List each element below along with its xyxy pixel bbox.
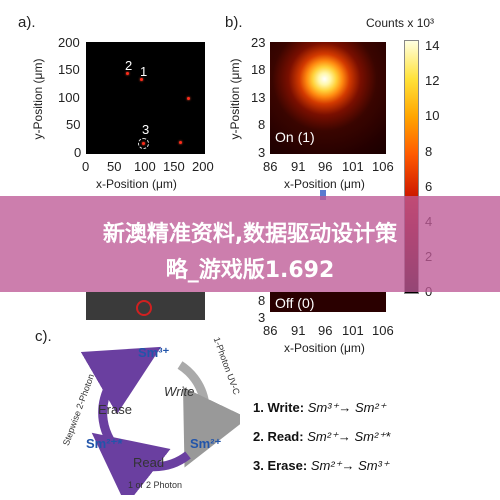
step-erase-equation: Sm²⁺→ Sm³⁺ xyxy=(310,458,389,473)
photon-cycle-diagram xyxy=(80,346,240,495)
emitter-3-circle xyxy=(138,138,149,149)
y-tick-label: 0 xyxy=(74,145,82,160)
step-erase-label: 3. Erase: xyxy=(253,458,308,473)
colorbar-tick: 10 xyxy=(425,108,440,123)
write-label: Write xyxy=(164,384,195,399)
colorbar-tick: 6 xyxy=(425,179,433,194)
colorbar-tick: 12 xyxy=(425,73,440,88)
sm2-excited-label: Sm²⁺* xyxy=(86,436,123,451)
read-label: Read xyxy=(133,455,165,470)
step-write-label: 1. Write: xyxy=(253,400,305,415)
state-off-label: Off (0) xyxy=(275,295,315,311)
emitter-2-dot xyxy=(126,72,129,75)
y-tick-label: 100 xyxy=(58,90,80,105)
emitter-1-dot xyxy=(140,78,143,81)
promo-banner[interactable]: 新澳精准资料,数据驱动设计策 略_游戏版1.692 xyxy=(0,196,500,292)
y-tick-label: 3 xyxy=(258,145,266,160)
y-tick-label: 8 xyxy=(258,117,266,132)
banner-line-2: 略_游戏版1.692 xyxy=(165,258,335,283)
step-write: 1. Write: Sm³⁺→ Sm²⁺ xyxy=(253,400,386,416)
y-axis-label: y-Position (μm) xyxy=(228,58,242,140)
x-tick-label: 200 xyxy=(192,159,214,174)
step-write-equation: Sm³⁺→ Sm²⁺ xyxy=(307,400,386,415)
sm2-right-label: Sm²⁺ xyxy=(190,436,222,451)
marker-circle xyxy=(136,300,152,316)
erase-label: Erase xyxy=(98,402,132,417)
x-axis-label: x-Position (μm) xyxy=(96,177,177,191)
x-tick-label: 91 xyxy=(291,323,306,338)
colorbar-tick: 14 xyxy=(425,38,440,53)
x-tick-label: 96 xyxy=(318,159,333,174)
erase-arc xyxy=(80,346,162,443)
banner-line-1: 新澳精准资料,数据驱动设计策 xyxy=(102,222,398,247)
read-arc xyxy=(91,432,191,495)
counts-label: Counts x 10³ xyxy=(366,16,435,30)
emitter-label-3: 3 xyxy=(142,122,150,137)
x-axis-label: x-Position (μm) xyxy=(284,177,365,191)
emitter-3-dot xyxy=(142,142,145,145)
blue-marker xyxy=(320,190,326,200)
y-tick-label: 50 xyxy=(66,117,81,132)
y-tick-label: 13 xyxy=(251,90,266,105)
panel-c-letter: c). xyxy=(35,328,52,345)
write-arc xyxy=(177,361,240,468)
step-read-equation: Sm²⁺→ Sm²⁺* xyxy=(307,429,391,444)
step-erase: 3. Erase: Sm²⁺→ Sm³⁺ xyxy=(253,458,389,474)
x-tick-label: 100 xyxy=(134,159,156,174)
step-read-label: 2. Read: xyxy=(253,429,304,444)
y-tick-label: 3 xyxy=(258,310,266,325)
panel-b-off-heatmap: Off (0) xyxy=(270,292,386,312)
x-tick-label: 91 xyxy=(291,159,306,174)
y-tick-label: 150 xyxy=(58,62,80,77)
x-tick-label: 101 xyxy=(342,323,364,338)
emitter-label-2: 2 xyxy=(125,58,133,73)
arc-bottom-label: 1 or 2 Photon xyxy=(128,480,183,490)
y-tick-label: 18 xyxy=(251,62,266,77)
sm3-top-label: Sm³⁺ xyxy=(138,345,170,360)
panel-b-letter: b). xyxy=(225,14,243,31)
x-tick-label: 96 xyxy=(318,323,333,338)
y-tick-label: 23 xyxy=(251,35,266,50)
x-tick-label: 86 xyxy=(263,159,278,174)
x-tick-label: 106 xyxy=(372,323,394,338)
x-tick-label: 150 xyxy=(163,159,185,174)
panel-b-heatmap: On (1) xyxy=(270,42,386,154)
step-read: 2. Read: Sm²⁺→ Sm²⁺* xyxy=(253,429,390,445)
x-tick-label: 101 xyxy=(342,159,364,174)
colorbar-tick: 8 xyxy=(425,144,433,159)
x-tick-label: 50 xyxy=(107,159,122,174)
y-tick-label: 8 xyxy=(258,293,266,308)
microscope-image xyxy=(86,292,205,320)
y-axis-label: y-Position (μm) xyxy=(31,58,45,140)
x-tick-label: 0 xyxy=(82,159,90,174)
x-tick-label: 86 xyxy=(263,323,278,338)
emitter-dot xyxy=(179,141,182,144)
emitter-dot xyxy=(187,97,190,100)
x-tick-label: 106 xyxy=(372,159,394,174)
x-axis-label: x-Position (μm) xyxy=(284,341,365,355)
emitter-label-1: 1 xyxy=(140,64,148,79)
panel-a-letter: a). xyxy=(18,14,36,31)
y-tick-label: 200 xyxy=(58,35,80,50)
state-on-label: On (1) xyxy=(275,129,315,145)
panel-a-plot: 2 1 3 xyxy=(86,42,205,154)
